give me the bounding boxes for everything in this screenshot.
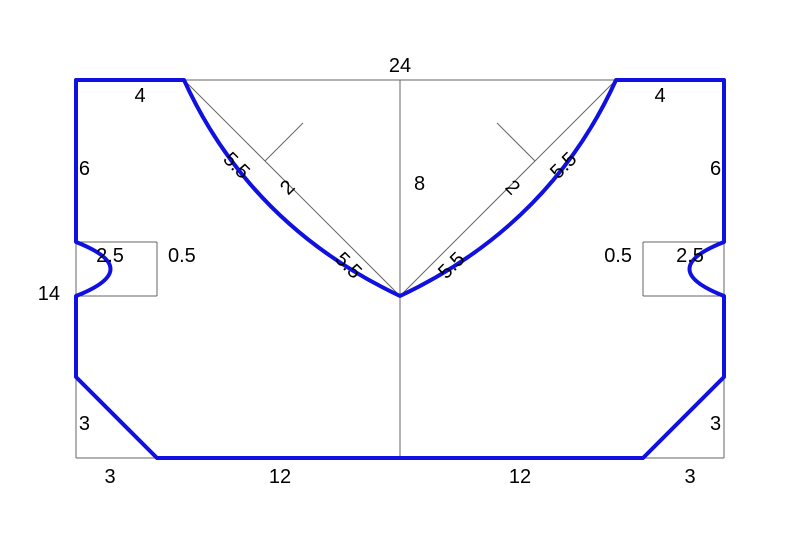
dim-center-drop: 8 [414,173,425,195]
dim-left-total: 14 [38,283,60,305]
dim-top-shoulder-left: 4 [134,85,145,107]
dim-bottom-half-left: 12 [269,466,291,488]
pattern-diagram: 244485.525.55.525.5662.50.52.50.51433331… [0,0,800,533]
dim-corner-bottom-left: 3 [104,466,115,488]
dimension-labels: 244485.525.55.525.5662.50.52.50.51433331… [38,55,721,488]
dim-side-notch-w-right: 2.5 [676,245,704,267]
dim-top-shoulder-right: 4 [654,85,665,107]
dim-corner-side-left: 3 [79,413,90,435]
dim-side-upper-left: 6 [79,158,90,180]
dim-corner-side-right: 3 [710,413,721,435]
dim-corner-bottom-right: 3 [684,466,695,488]
guide-line [497,123,535,161]
dim-top-total: 24 [389,55,411,77]
dim-diag-lower-left: 5.5 [331,248,366,283]
guide-line [265,123,303,161]
guide-lines [76,80,724,458]
dim-diag-offset-right: 2 [501,176,524,199]
dim-bottom-half-right: 12 [509,466,531,488]
dim-side-notch-w-left: 2.5 [96,245,124,267]
dim-diag-lower-right: 5.5 [434,248,469,283]
dim-side-notch-d-left: 0.5 [168,245,196,267]
dim-diag-offset-left: 2 [276,176,299,199]
dim-side-upper-right: 6 [710,158,721,180]
dim-side-notch-d-right: 0.5 [604,245,632,267]
